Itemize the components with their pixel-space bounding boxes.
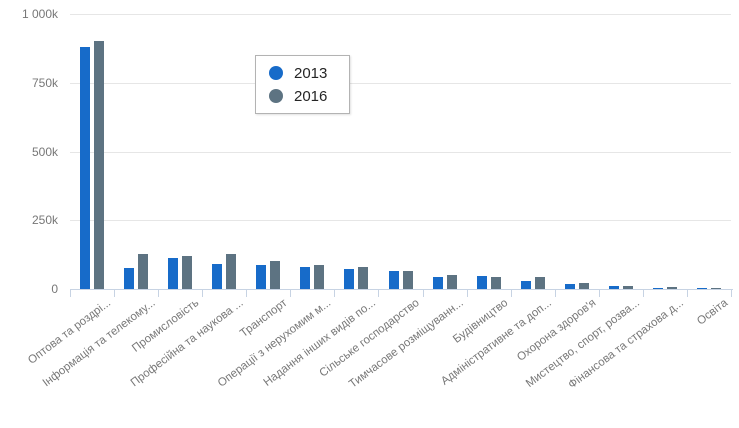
x-axis-tick: [114, 289, 116, 297]
bar-2013-Освіта[interactable]: [696, 288, 707, 289]
bar-2016-Транспорт[interactable]: [270, 261, 281, 289]
bar-2013-Фінансова та страхова д...[interactable]: [652, 288, 663, 289]
y-tick-label: 0: [51, 282, 58, 296]
x-category-label[interactable]: Освіта: [695, 297, 731, 328]
bar-2016-Фінансова та страхова д...[interactable]: [666, 287, 677, 289]
y-tick-label: 750k: [31, 75, 58, 90]
x-axis-tick: [554, 289, 556, 297]
gridline-500k: [70, 151, 731, 153]
bar-2016-Оптова та роздрі...[interactable]: [94, 41, 105, 289]
plot-area: [70, 14, 731, 289]
gridline-750k: [70, 82, 731, 84]
x-axis-tick: [686, 289, 688, 297]
x-axis-tick: [334, 289, 336, 297]
bar-2016-Промисловість[interactable]: [182, 256, 193, 289]
legend[interactable]: 2013 2016: [255, 55, 350, 114]
bar-2013-Операції з нерухомим м...[interactable]: [300, 267, 311, 289]
bar-2013-Тимчасове розміщуванн...[interactable]: [432, 277, 443, 289]
x-axis-tick: [246, 289, 248, 297]
bar-2013-Промисловість[interactable]: [168, 258, 179, 289]
x-axis-tick: [158, 289, 160, 297]
legend-label: 2013: [294, 64, 328, 82]
bar-2016-Адміністративне та доп...[interactable]: [534, 277, 545, 289]
x-axis-tick: [510, 289, 512, 297]
bar-2016-Операції з нерухомим м...[interactable]: [314, 265, 325, 289]
bar-2016-Освіта[interactable]: [710, 288, 721, 289]
x-axis-tick: [598, 289, 600, 297]
bar-2016-Надання інших видів по...[interactable]: [358, 267, 369, 289]
bar-2016-Професійна та наукова ...[interactable]: [226, 254, 237, 289]
x-category-label[interactable]: Охорона здоров'я: [514, 297, 599, 364]
bar-2013-Оптова та роздрі...[interactable]: [80, 47, 91, 289]
gridline-1000k: [70, 14, 731, 15]
x-axis-tick: [731, 289, 732, 297]
y-axis: 1 000k 750k 500k 250k 0: [0, 0, 58, 300]
y-tick-label: 250k: [31, 213, 58, 228]
x-axis-tick: [466, 289, 468, 297]
x-axis-tick: [378, 289, 380, 297]
bar-2013-Надання інших видів по...[interactable]: [344, 269, 355, 289]
bar-2013-Будівництво[interactable]: [476, 276, 487, 289]
x-axis-tick: [290, 289, 292, 297]
bar-2013-Інформація та телекому...[interactable]: [124, 268, 135, 289]
bar-2016-Інформація та телекому...[interactable]: [138, 254, 149, 289]
gridline-250k: [70, 220, 731, 222]
x-axis-tick: [642, 289, 644, 297]
legend-item-2013[interactable]: 2013: [269, 65, 349, 82]
bar-2013-Сільське господарство[interactable]: [388, 271, 399, 289]
bar-2013-Транспорт[interactable]: [256, 265, 267, 289]
legend-label: 2016: [294, 87, 328, 105]
x-axis-tick: [422, 289, 424, 297]
bar-2013-Мистецтво, спорт, розва...[interactable]: [608, 286, 619, 289]
bar-2013-Професійна та наукова ...[interactable]: [212, 264, 223, 289]
x-axis-tick: [202, 289, 204, 297]
bar-2013-Адміністративне та доп...[interactable]: [520, 281, 531, 289]
y-tick-label: 500k: [31, 144, 58, 159]
bar-2013-Охорона здоров'я[interactable]: [564, 284, 575, 289]
x-axis-line: [70, 289, 733, 290]
x-axis-labels: Оптова та роздрі... Інформація та телеком…: [26, 297, 731, 428]
bar-2016-Будівництво[interactable]: [490, 277, 501, 289]
y-tick-label: 1 000k: [21, 7, 58, 21]
legend-item-2016[interactable]: 2016: [269, 88, 349, 105]
legend-dot-icon: [269, 66, 283, 80]
bar-2016-Сільське господарство[interactable]: [402, 271, 413, 289]
x-axis-tick: [70, 289, 71, 297]
bar-2016-Мистецтво, спорт, розва...[interactable]: [622, 286, 633, 289]
bar-2016-Охорона здоров'я[interactable]: [578, 283, 589, 289]
bar-2016-Тимчасове розміщуванн...[interactable]: [446, 275, 457, 289]
legend-dot-icon: [269, 89, 283, 103]
